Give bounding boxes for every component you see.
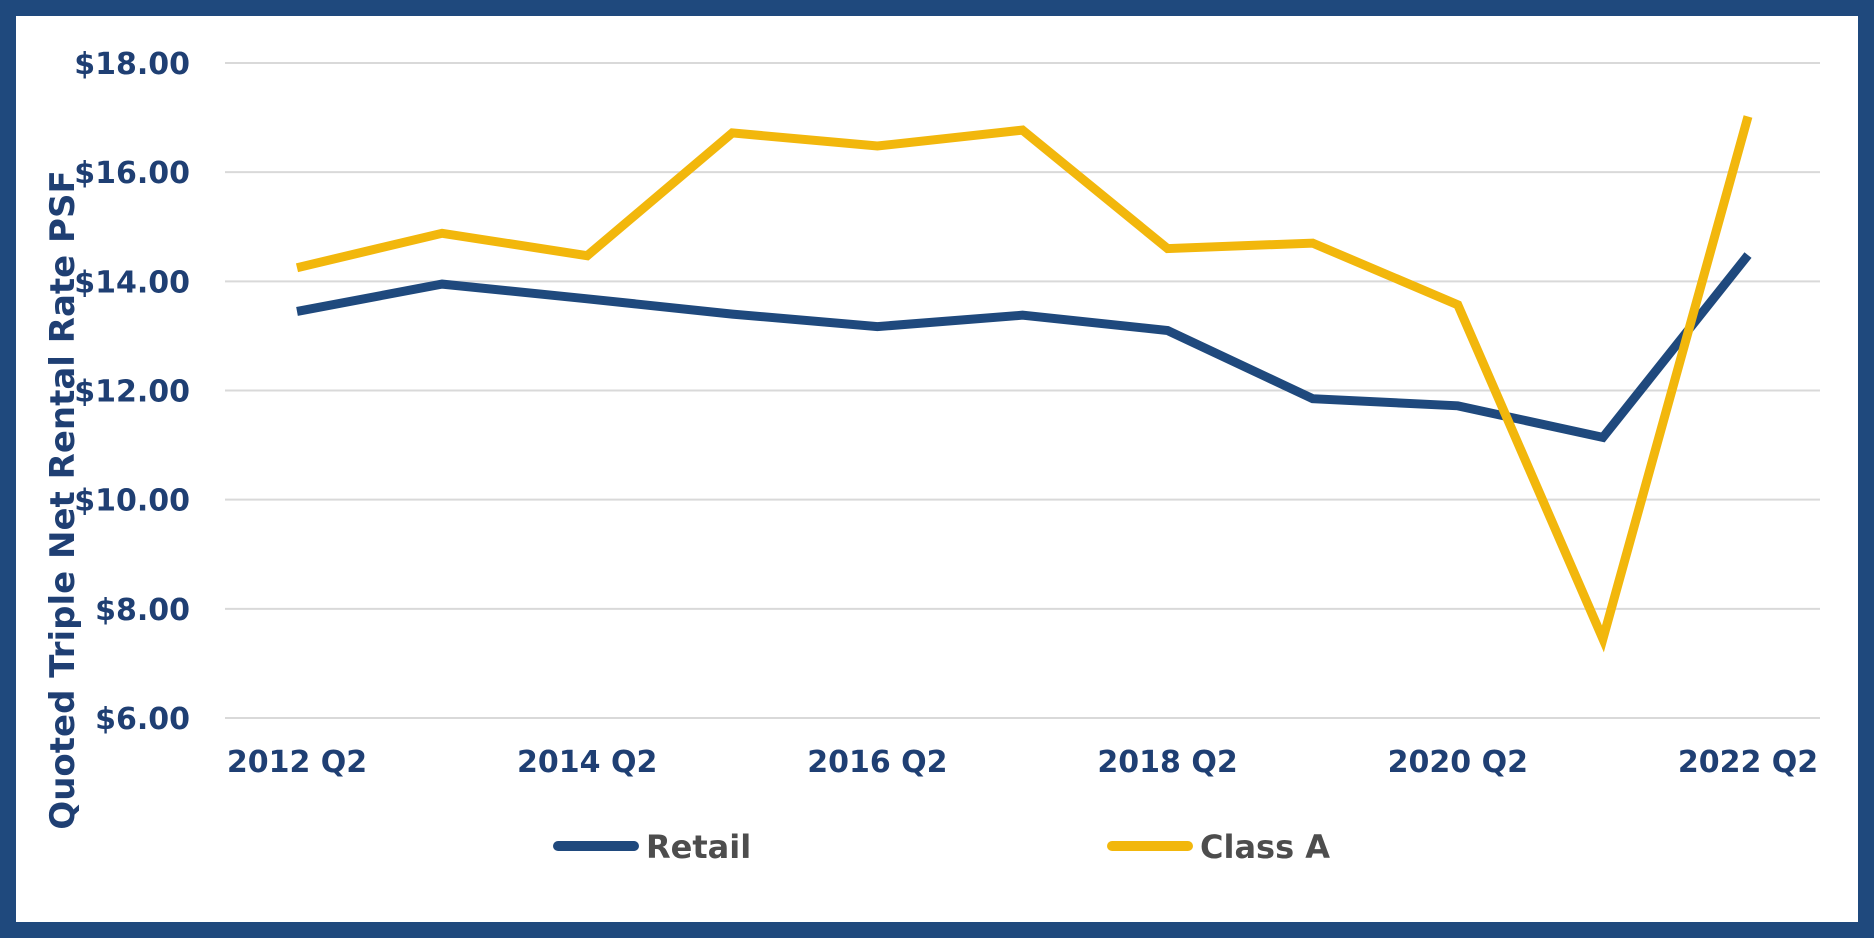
x-tick-label: 2020 Q2 xyxy=(1388,745,1528,780)
x-tick-label: 2014 Q2 xyxy=(517,745,657,780)
legend-label-retail: Retail xyxy=(646,828,751,866)
x-axis-ticks: 2012 Q2 2014 Q2 2016 Q2 2018 Q2 2020 Q2 2022 … xyxy=(227,745,1818,780)
series-line-retail xyxy=(296,252,1752,443)
x-tick-label: 2022 Q2 xyxy=(1678,745,1818,780)
legend: Retail Class A xyxy=(553,828,1330,866)
x-tick-label: 2012 Q2 xyxy=(227,745,367,780)
y-tick-label: $14.00 xyxy=(74,265,190,300)
grid-lines xyxy=(225,62,1820,719)
y-tick-label: $10.00 xyxy=(74,484,190,519)
x-tick-label: 2018 Q2 xyxy=(1097,745,1237,780)
y-tick-label: $18.00 xyxy=(74,47,190,82)
y-tick-label: $16.00 xyxy=(74,156,190,191)
x-tick-label: 2016 Q2 xyxy=(807,745,947,780)
y-axis-ticks: $6.00 $8.00 $10.00 $12.00 $14.00 $16.00 $18.00 xyxy=(74,47,190,737)
series-line-class-a xyxy=(295,115,1753,653)
y-axis-title: Quoted Triple Net Rental Rate PSF xyxy=(43,170,83,829)
y-tick-label: $8.00 xyxy=(95,593,190,628)
y-tick-label: $12.00 xyxy=(74,375,190,410)
series-lines xyxy=(295,115,1753,653)
y-tick-label: $6.00 xyxy=(95,702,190,737)
legend-label-class-a: Class A xyxy=(1200,828,1330,866)
